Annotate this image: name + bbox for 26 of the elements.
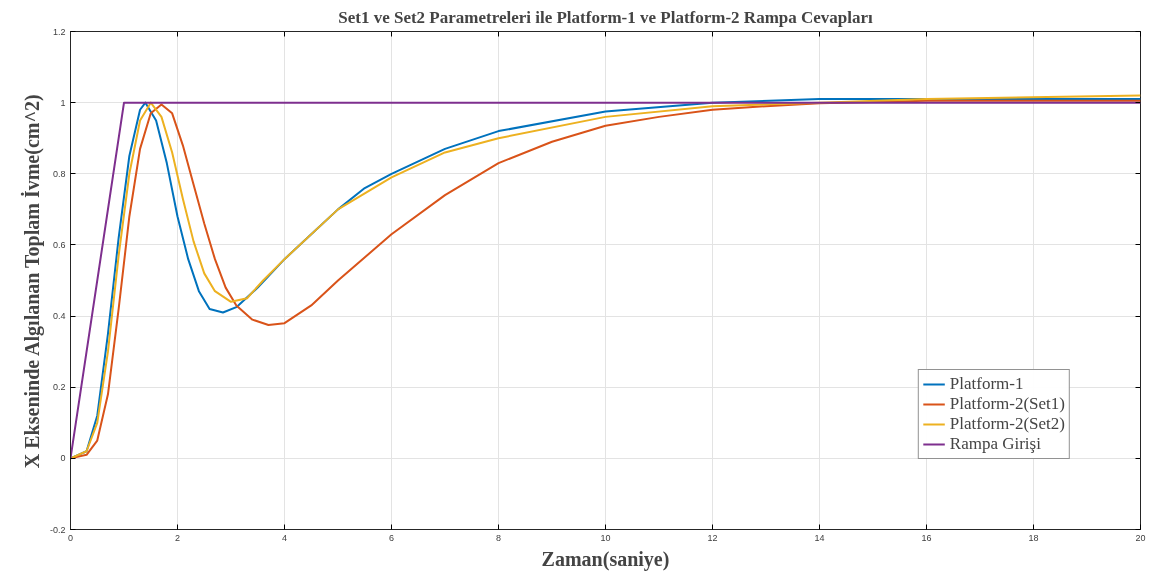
x-axis-title: Zaman(saniye) [541, 547, 670, 571]
x-tick-label: 2 [175, 532, 181, 543]
legend-label: Platform-2(Set1) [949, 394, 1065, 414]
x-tick-label: 6 [389, 532, 395, 543]
x-tick-label: 4 [282, 532, 288, 543]
legend-label: Platform-2(Set2) [949, 414, 1065, 434]
x-tick-label: 0 [68, 532, 74, 543]
x-tick-label: 12 [707, 532, 718, 543]
y-tick-label: 0.6 [52, 239, 66, 250]
x-tick-label: 20 [1135, 532, 1146, 543]
y-tick-label: 1.2 [52, 26, 66, 37]
x-tick-label: 14 [814, 532, 825, 543]
y-tick-label: -0.2 [49, 524, 66, 535]
chart-title: Set1 ve Set2 Parametreleri ile Platform-1 ve Platform-2 Rampa Cevapları [338, 7, 874, 27]
legend-label: Platform-1 [949, 374, 1024, 394]
y-tick-label: 1 [60, 97, 66, 108]
y-tick-label: 0.2 [52, 382, 66, 393]
y-tick-label: 0 [60, 453, 66, 464]
x-tick-label: 18 [1028, 532, 1039, 543]
x-tick-label: 10 [600, 532, 611, 543]
x-tick-label: 16 [921, 532, 932, 543]
x-tick-label: 8 [496, 532, 502, 543]
y-tick-label: 0.4 [52, 311, 66, 322]
y-axis-title: X Ekseninde Algılanan Toplam İvme(cm^2) [19, 94, 44, 469]
legend-label: Rampa Girişi [949, 434, 1041, 454]
y-tick-label: 0.8 [52, 168, 66, 179]
